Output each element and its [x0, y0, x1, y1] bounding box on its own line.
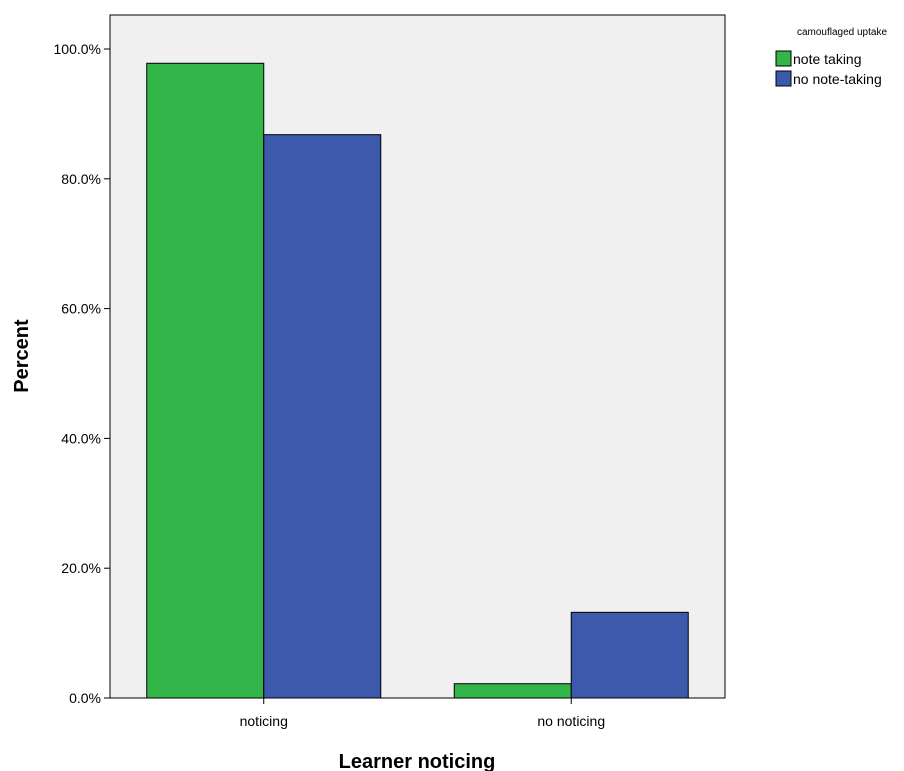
legend-label: note taking	[793, 51, 862, 67]
x-axis-title: Learner noticing	[339, 751, 496, 771]
legend: camouflaged uptake note taking no note-ta…	[775, 27, 888, 87]
y-tick-label: 80.0%	[61, 171, 101, 187]
legend-title: camouflaged uptake	[797, 27, 888, 38]
y-tick-label: 40.0%	[61, 430, 101, 446]
y-tick-label: 100.0%	[54, 41, 101, 57]
y-axis: 0.0% 20.0% 40.0% 60.0% 80.0% 100.0%	[54, 41, 110, 706]
legend-label: no note-taking	[793, 71, 882, 87]
bar-no-note-taking-no-noticing	[570, 611, 689, 699]
x-tick-label: no noticing	[537, 713, 605, 729]
bars-group	[146, 62, 689, 699]
legend-swatch	[775, 70, 792, 87]
y-tick-label: 0.0%	[69, 690, 101, 706]
bar-no-note-taking-noticing	[263, 134, 382, 699]
x-axis: noticing no noticing	[240, 698, 605, 729]
y-axis-title: Percent	[11, 319, 33, 393]
y-tick-label: 60.0%	[61, 301, 101, 317]
y-tick-label: 20.0%	[61, 560, 101, 576]
x-tick-label: noticing	[240, 713, 288, 729]
bar-note-taking-noticing	[146, 62, 265, 699]
bar-note-taking-no-noticing	[453, 683, 572, 699]
legend-swatch	[775, 50, 792, 67]
